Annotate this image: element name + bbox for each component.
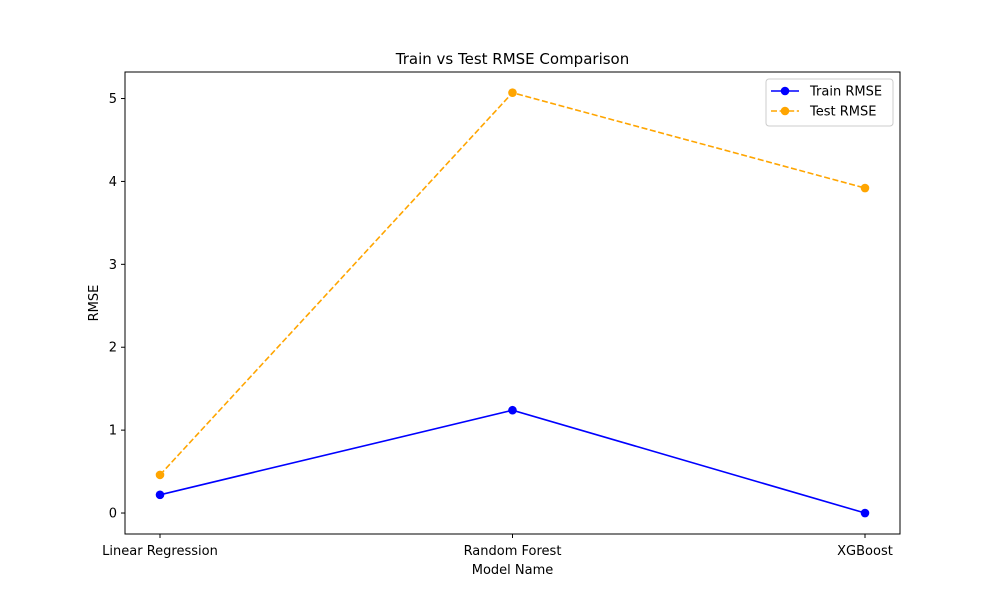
y-tick-label: 0 bbox=[109, 507, 117, 522]
series-train-rmse bbox=[155, 405, 870, 518]
series-layer bbox=[155, 88, 870, 518]
y-tick-label: 4 bbox=[109, 175, 117, 190]
y-axis-label: RMSE bbox=[87, 285, 102, 322]
data-point bbox=[155, 470, 165, 480]
x-tick-label: Linear Regression bbox=[102, 544, 218, 559]
series-test-rmse bbox=[155, 88, 870, 480]
data-point bbox=[155, 490, 165, 500]
x-tick-label: Random Forest bbox=[464, 544, 562, 559]
x-tick-label: XGBoost bbox=[837, 544, 893, 559]
legend-marker bbox=[780, 106, 790, 116]
y-axis: 0 1 2 3 4 5 bbox=[109, 92, 125, 522]
chart-title: Train vs Test RMSE Comparison bbox=[395, 50, 629, 68]
y-tick-label: 1 bbox=[109, 424, 117, 439]
data-point bbox=[508, 88, 517, 98]
data-point bbox=[860, 183, 870, 193]
legend-label: Train RMSE bbox=[809, 85, 882, 100]
data-point bbox=[860, 508, 870, 518]
legend: Train RMSE Test RMSE bbox=[765, 78, 894, 127]
y-tick-label: 2 bbox=[109, 341, 117, 356]
legend-label: Test RMSE bbox=[809, 105, 876, 120]
y-tick-label: 5 bbox=[109, 92, 117, 107]
legend-marker bbox=[780, 86, 790, 96]
y-tick-label: 3 bbox=[109, 258, 117, 273]
data-point bbox=[508, 405, 517, 415]
x-axis: Linear Regression Random Forest XGBoost bbox=[102, 534, 893, 559]
x-axis-label: Model Name bbox=[472, 563, 554, 578]
